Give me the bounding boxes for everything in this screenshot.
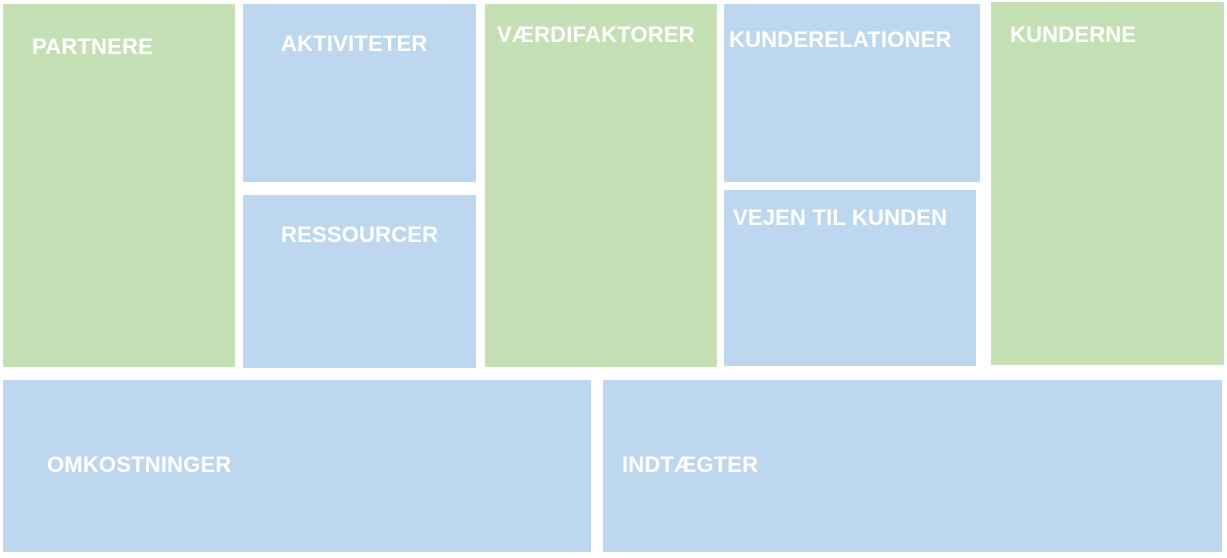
ressourcer-label: RESSOURCER	[281, 222, 439, 247]
aktiviteter-block: AKTIVITETER	[243, 4, 476, 182]
partnere-block: PARTNERE	[3, 4, 235, 367]
aktiviteter-label: AKTIVITETER	[281, 31, 428, 56]
kunderne-block: KUNDERNE	[991, 2, 1224, 365]
vaerdifaktorer-label: VÆRDIFAKTORER	[497, 22, 695, 47]
kunderelationer-label: KUNDERELATIONER	[729, 27, 952, 52]
kunderne-label: KUNDERNE	[1010, 22, 1137, 47]
omkostninger-label: OMKOSTNINGER	[47, 452, 232, 477]
vaerdifaktorer-block: VÆRDIFAKTORER	[485, 4, 717, 367]
omkostninger-block: OMKOSTNINGER	[3, 380, 591, 552]
ressourcer-block: RESSOURCER	[243, 195, 476, 368]
kunderelationer-block: KUNDERELATIONER	[724, 4, 980, 182]
vejen-til-kunden-block: VEJEN TIL KUNDEN	[724, 190, 976, 366]
vejen-til-kunden-label: VEJEN TIL KUNDEN	[733, 205, 948, 230]
indtaegter-label: INDTÆGTER	[622, 452, 759, 477]
indtaegter-block: INDTÆGTER	[603, 380, 1222, 552]
partnere-label: PARTNERE	[32, 34, 153, 59]
